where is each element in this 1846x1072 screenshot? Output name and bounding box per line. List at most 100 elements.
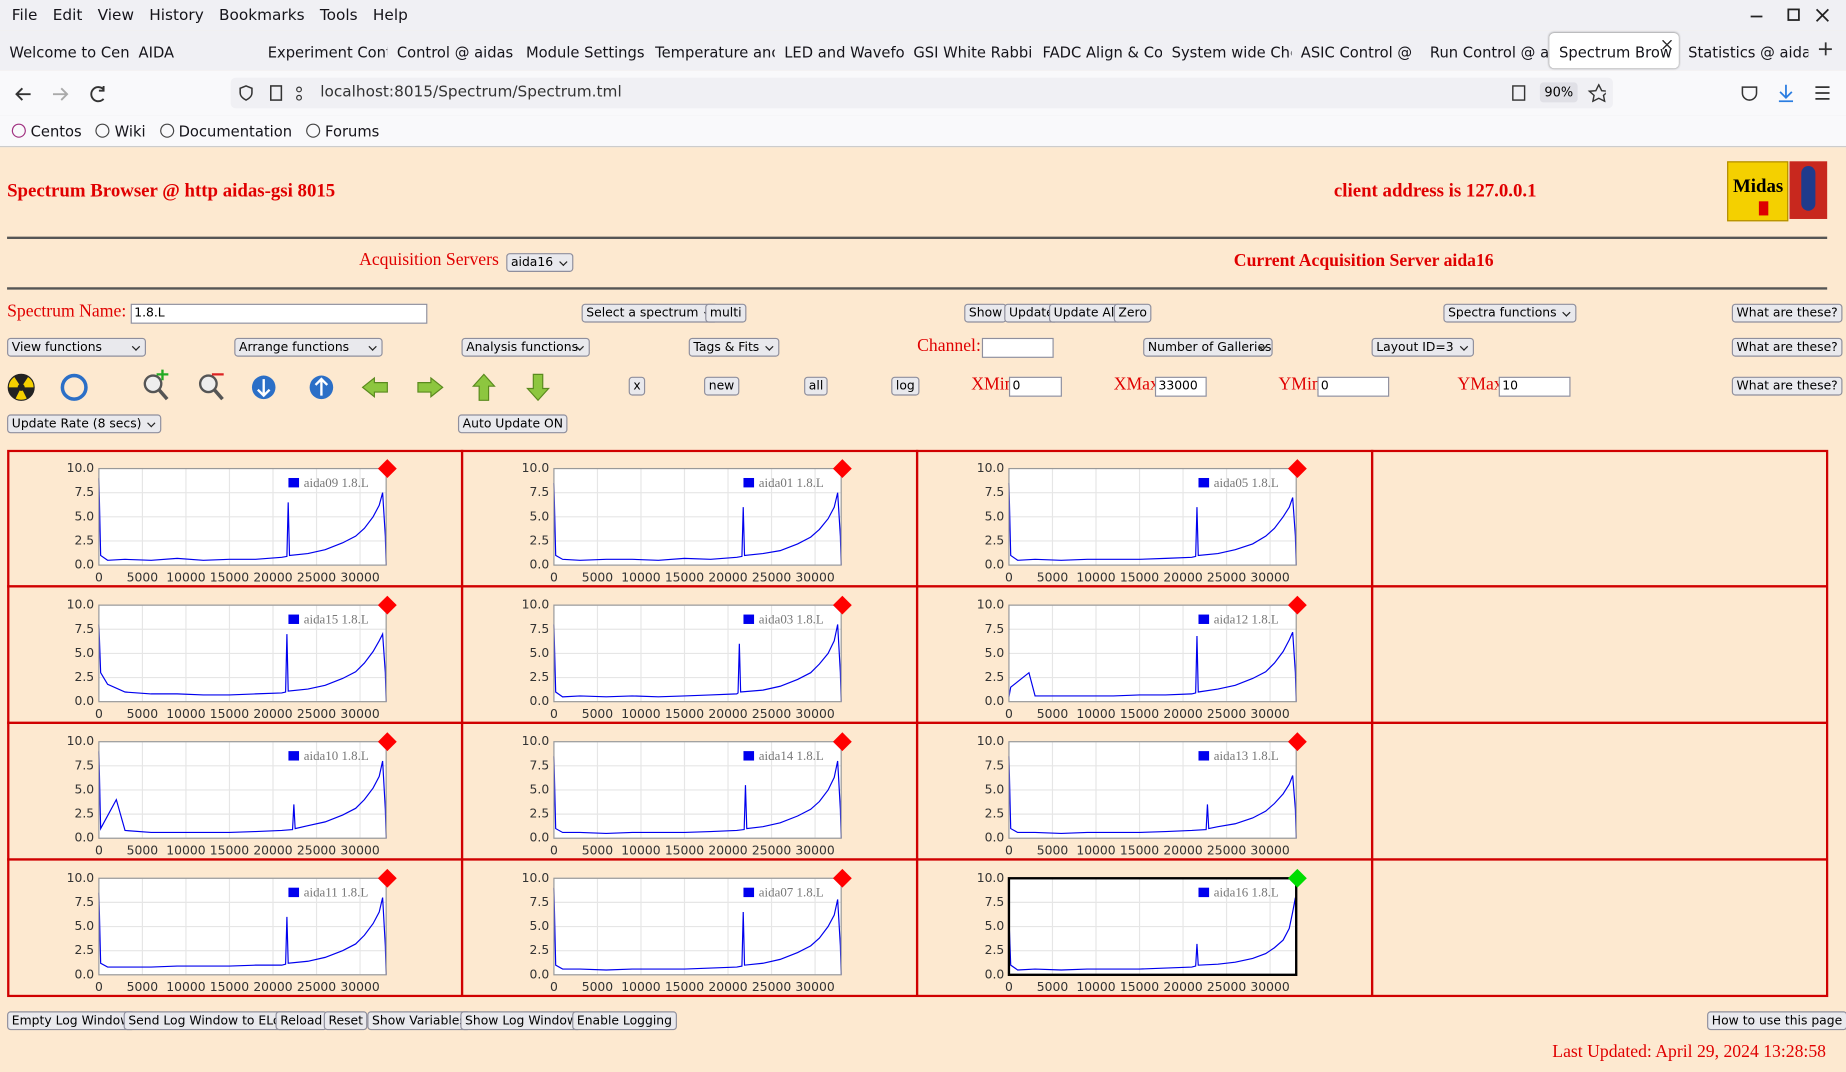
- x-tick-label: 30000: [795, 571, 834, 585]
- bookmark[interactable]: Documentation: [178, 121, 293, 140]
- x-tick-label: 5000: [582, 571, 614, 585]
- tab[interactable]: Experiment Cont: [267, 43, 388, 62]
- tab[interactable]: Run Control @ a: [1429, 43, 1550, 62]
- footer-button[interactable]: Enable Logging: [572, 1011, 677, 1031]
- menu-item[interactable]: View: [97, 6, 134, 25]
- ymin-input[interactable]: 0: [1317, 376, 1390, 397]
- url-bar[interactable]: localhost:8015/Spectrum/Spectrum.tml 90%: [230, 77, 1613, 109]
- menu-item[interactable]: Help: [372, 6, 408, 25]
- footer-button[interactable]: Empty Log Window: [7, 1011, 136, 1031]
- new-button[interactable]: new: [704, 376, 739, 396]
- spectrum-line: [1008, 897, 1297, 975]
- nav-buttons[interactable]: [12, 82, 118, 106]
- xmin-input[interactable]: 0: [1008, 376, 1062, 397]
- ymax-input[interactable]: 10: [1498, 376, 1571, 397]
- analysis-functions[interactable]: Analysis functions: [461, 337, 590, 357]
- window-controls[interactable]: [1748, 7, 1836, 23]
- y-tick-label: 2.5: [985, 533, 1005, 547]
- channel-input[interactable]: [981, 337, 1054, 358]
- bookmark-icon: [306, 123, 321, 138]
- tool-icons[interactable]: [0, 369, 565, 405]
- menu-item[interactable]: Bookmarks: [219, 6, 305, 25]
- tab[interactable]: Welcome to Cen: [9, 43, 130, 62]
- bookmark[interactable]: Wiki: [114, 121, 146, 140]
- footer-button[interactable]: Reload: [275, 1011, 327, 1031]
- x-tick-label: 10000: [166, 980, 205, 994]
- server-select[interactable]: aida16: [506, 253, 574, 272]
- y-tick-label: 5.0: [75, 782, 95, 796]
- y-tick-label: 2.5: [75, 670, 95, 684]
- footer-button[interactable]: Reset: [323, 1011, 368, 1031]
- x-tick-label: 0: [1005, 707, 1013, 721]
- x-tick-label: 5000: [582, 707, 614, 721]
- new-tab[interactable]: [1818, 42, 1832, 56]
- auto-update-button[interactable]: Auto Update ON: [457, 414, 568, 434]
- zoom-level[interactable]: 90%: [1539, 82, 1578, 103]
- toolbar-icons[interactable]: [1740, 84, 1834, 103]
- tab[interactable]: Temperature anc: [655, 43, 775, 62]
- x-button[interactable]: x: [628, 376, 646, 396]
- update-rate[interactable]: Update Rate (8 secs): [7, 414, 162, 434]
- update-button[interactable]: Update: [1004, 303, 1059, 323]
- select-spectrum[interactable]: Select a spectrum: [581, 303, 719, 323]
- tab[interactable]: FADC Align & Co: [1042, 43, 1163, 62]
- menu-item[interactable]: History: [149, 6, 204, 25]
- tab[interactable]: ASIC Control @: [1300, 43, 1413, 62]
- channel-label: Channel:: [917, 336, 981, 356]
- xmax-label: XMax: [1113, 375, 1159, 395]
- menu-item[interactable]: Edit: [52, 6, 83, 25]
- tcl-logo: [1789, 161, 1828, 219]
- x-tick-label: 20000: [1163, 844, 1202, 858]
- bookmark[interactable]: Centos: [30, 121, 82, 140]
- galleries-select[interactable]: Number of Galleries: [1143, 337, 1273, 357]
- plot-frame: [553, 604, 842, 703]
- tab[interactable]: Module Settings: [525, 43, 645, 62]
- menu-item[interactable]: Tools: [319, 6, 358, 25]
- spectrum-input[interactable]: 1.8.L: [130, 303, 428, 324]
- x-tick-label: 15000: [1120, 571, 1159, 585]
- tab[interactable]: AIDA: [138, 43, 175, 62]
- tab[interactable]: Control @ aidas: [396, 43, 514, 62]
- help-button[interactable]: What are these?: [1731, 337, 1843, 357]
- tags-fits[interactable]: Tags & Fits: [688, 337, 780, 357]
- url-end-icons[interactable]: [1512, 83, 1606, 103]
- zero-button[interactable]: Zero: [1113, 303, 1152, 323]
- multi-button[interactable]: multi: [705, 303, 747, 323]
- footer-button[interactable]: Show Log Window: [460, 1011, 582, 1031]
- x-tick-label: 10000: [1076, 980, 1115, 994]
- update-all-button[interactable]: Update All: [1048, 303, 1123, 323]
- footer-button[interactable]: Send Log Window to ELog: [123, 1011, 294, 1031]
- tab[interactable]: Statistics @ aida: [1688, 43, 1808, 62]
- log-button[interactable]: log: [891, 376, 920, 396]
- x-tick-label: 15000: [210, 707, 249, 721]
- y-tick-label: 7.5: [530, 622, 550, 636]
- y-tick-label: 7.5: [75, 758, 95, 772]
- footer-button[interactable]: Show Variables: [367, 1011, 471, 1031]
- x-tick-label: 15000: [210, 571, 249, 585]
- tab[interactable]: GSI White Rabbi: [913, 43, 1033, 62]
- spectra-functions[interactable]: Spectra functions: [1443, 303, 1577, 323]
- legend-swatch: [288, 477, 300, 488]
- legend-swatch: [1198, 614, 1210, 624]
- menu-item[interactable]: File: [11, 6, 38, 25]
- help-button[interactable]: What are these?: [1731, 303, 1843, 323]
- status-marker: [1287, 868, 1307, 888]
- bookmark[interactable]: Forums: [325, 121, 380, 140]
- how-to-button[interactable]: How to use this page: [1707, 1011, 1846, 1031]
- tab[interactable]: System wide Che: [1171, 43, 1292, 62]
- status-marker: [377, 459, 397, 478]
- tab-close[interactable]: [1662, 40, 1672, 50]
- show-button[interactable]: Show: [964, 303, 1007, 323]
- layout-select[interactable]: Layout ID=3: [1371, 337, 1474, 357]
- view-functions[interactable]: View functions: [7, 337, 146, 357]
- help-button[interactable]: What are these?: [1731, 376, 1843, 396]
- tab[interactable]: LED and Wavefo: [784, 43, 904, 62]
- arrange-functions[interactable]: Arrange functions: [234, 337, 383, 357]
- plot-frame: [98, 741, 387, 839]
- tab[interactable]: Spectrum Brow: [1549, 32, 1679, 69]
- y-tick-label: 10.0: [977, 734, 1005, 748]
- y-tick-label: 0.0: [985, 831, 1005, 845]
- xmax-input[interactable]: 33000: [1154, 376, 1207, 397]
- all-button[interactable]: all: [804, 376, 828, 396]
- url-text[interactable]: localhost:8015/Spectrum/Spectrum.tml: [320, 83, 622, 102]
